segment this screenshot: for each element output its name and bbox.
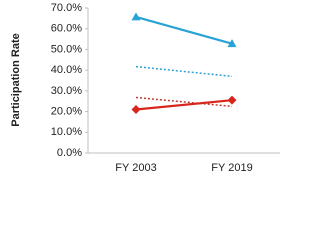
chart: Participation Rate 0.0% 10.0% 20.0% 30.0% 40… — [10, 2, 280, 174]
y-tick-label: 10.0% — [51, 126, 82, 138]
marker — [227, 39, 237, 48]
x-tick-label: FY 2019 — [211, 162, 252, 174]
y-tick-label: 70.0% — [51, 2, 82, 14]
marker — [131, 105, 141, 114]
y-tick-label: 20.0% — [51, 105, 82, 117]
y-tick-label: 50.0% — [51, 43, 82, 55]
y-tick-label: 40.0% — [51, 64, 82, 76]
series-line — [135, 65, 233, 78]
series-line — [135, 15, 233, 45]
marker — [131, 12, 141, 21]
y-tick-label: 30.0% — [51, 85, 82, 97]
series-line — [135, 96, 233, 108]
y-tick-label: 60.0% — [51, 23, 82, 35]
series-line — [135, 99, 233, 111]
y-axis-label: Participation Rate — [10, 33, 22, 127]
marker — [227, 95, 237, 105]
y-tick-label: 0.0% — [57, 147, 82, 159]
x-tick-label: FY 2003 — [115, 162, 156, 174]
page: Participation Rate 0.0% 10.0% 20.0% 30.0% 40… — [9, 1, 280, 174]
